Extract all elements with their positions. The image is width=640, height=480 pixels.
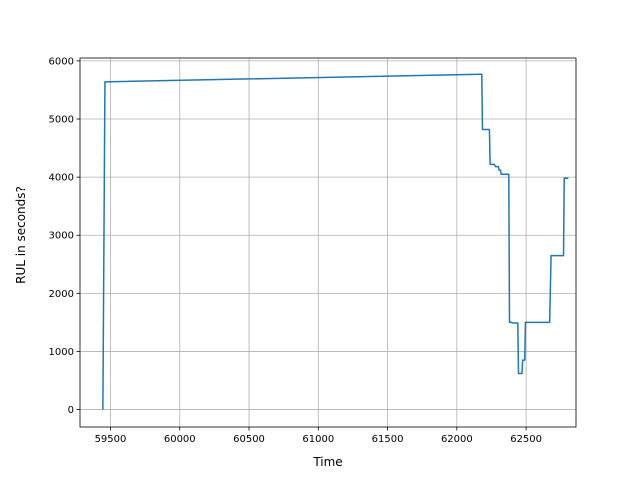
x-tick-label: 62000 (441, 434, 473, 445)
x-tick-label: 60000 (164, 434, 196, 445)
x-axis-label: Time (312, 455, 342, 469)
y-tick-label: 4000 (49, 173, 74, 184)
series-lines (102, 73, 569, 410)
x-tick-label: 61500 (372, 434, 404, 445)
x-axis-ticks: 59500 60000 60500 61000 61500 62000 62500 (95, 427, 542, 445)
x-tick-label: 61000 (302, 434, 334, 445)
x-tick-label: 62500 (510, 434, 542, 445)
y-tick-label: 5000 (49, 115, 74, 126)
y-axis-ticks: 0 1000 2000 3000 4000 5000 6000 (49, 56, 80, 416)
y-tick-label: 1000 (49, 347, 74, 358)
y-tick-label: 3000 (49, 231, 74, 242)
grid-lines (80, 58, 576, 427)
x-tick-label: 60500 (233, 434, 265, 445)
y-axis-label: RUL in seconds? (14, 186, 28, 284)
axes (79, 57, 577, 428)
x-tick-label: 59500 (95, 434, 127, 445)
plot-frame (79, 57, 577, 428)
series-line (102, 73, 569, 410)
y-tick-label: 2000 (49, 289, 74, 300)
y-tick-label: 6000 (49, 56, 74, 67)
y-tick-label: 0 (68, 405, 74, 416)
